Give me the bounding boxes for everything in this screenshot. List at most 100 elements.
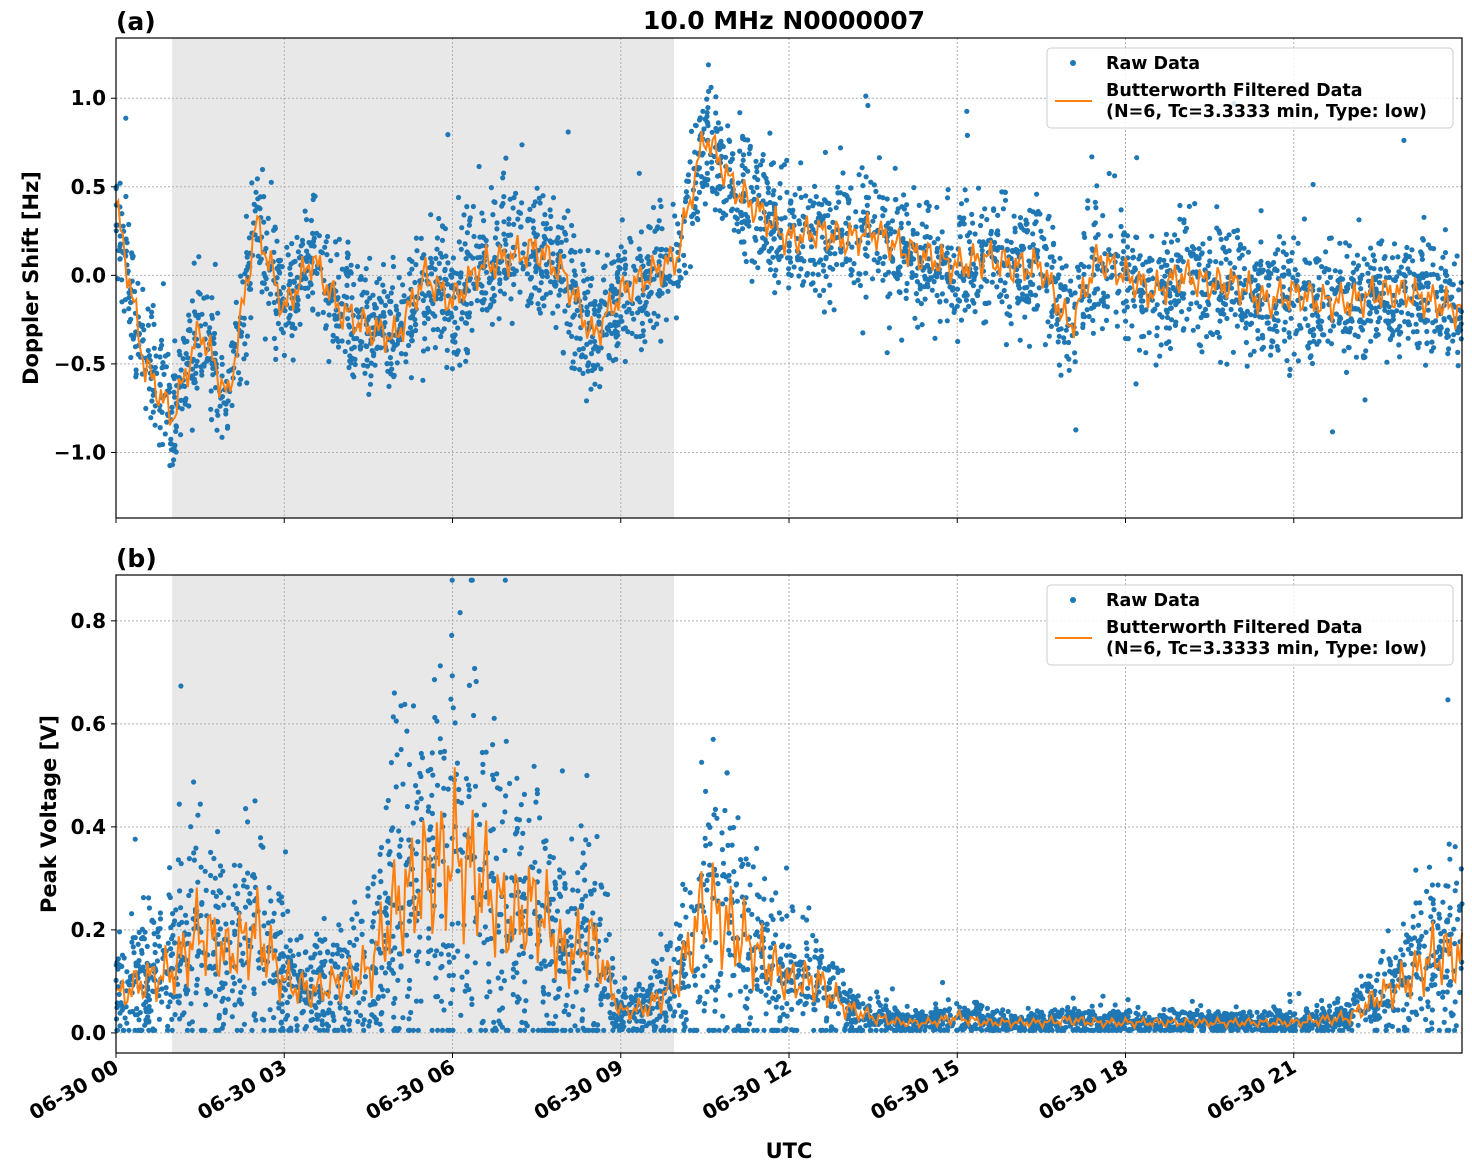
- raw-data-point: [1093, 235, 1099, 241]
- raw-data-point: [541, 303, 547, 309]
- raw-data-point: [1311, 332, 1317, 338]
- raw-data-point: [371, 910, 377, 916]
- raw-data-point: [157, 354, 163, 360]
- y-tick-label: −0.5: [54, 352, 106, 376]
- raw-data-point: [754, 169, 760, 175]
- raw-data-point: [189, 298, 195, 304]
- raw-data-point: [1280, 249, 1286, 255]
- raw-data-point: [840, 981, 847, 987]
- raw-data-point: [715, 184, 721, 190]
- raw-data-point: [116, 929, 123, 935]
- raw-data-point: [527, 206, 533, 212]
- raw-data-point: [549, 239, 555, 245]
- raw-data-point: [1309, 312, 1316, 318]
- raw-data-point: [1237, 242, 1244, 248]
- raw-data-point: [1432, 328, 1438, 334]
- raw-data-point: [221, 400, 227, 406]
- raw-data-point: [427, 293, 433, 299]
- raw-data-point: [548, 279, 554, 285]
- raw-data-point: [1056, 333, 1062, 339]
- raw-data-point: [657, 247, 664, 253]
- raw-data-point: [410, 820, 416, 826]
- raw-data-point: [359, 339, 365, 345]
- raw-data-point: [969, 211, 975, 217]
- raw-data-point: [619, 217, 625, 223]
- raw-data-point: [534, 965, 541, 971]
- raw-data-point: [1015, 283, 1022, 289]
- raw-data-point: [499, 203, 505, 209]
- raw-data-point: [880, 213, 886, 219]
- raw-data-point: [810, 203, 816, 209]
- raw-data-point: [246, 235, 252, 241]
- raw-data-point: [747, 143, 754, 149]
- raw-data-point: [1014, 273, 1020, 279]
- raw-data-point: [918, 301, 925, 307]
- raw-data-point: [194, 385, 200, 391]
- raw-data-point: [849, 244, 855, 250]
- raw-data-point: [637, 333, 643, 340]
- raw-data-point: [1308, 353, 1314, 359]
- raw-data-point: [219, 361, 225, 367]
- raw-data-point: [335, 295, 341, 301]
- raw-data-point: [1311, 338, 1317, 344]
- raw-data-point: [1124, 244, 1131, 250]
- raw-data-point: [554, 237, 560, 244]
- raw-data-point: [779, 1005, 785, 1011]
- raw-data-point: [635, 310, 641, 316]
- raw-data-point: [214, 427, 220, 433]
- raw-data-point: [1046, 213, 1052, 219]
- raw-data-point: [1377, 315, 1383, 321]
- raw-data-point: [254, 176, 260, 182]
- raw-data-point: [1229, 298, 1235, 305]
- raw-data-point: [1011, 213, 1017, 219]
- raw-data-point: [537, 310, 544, 316]
- raw-data-point: [1087, 298, 1093, 304]
- raw-data-point: [709, 185, 715, 191]
- raw-data-point: [1146, 258, 1152, 264]
- raw-data-point: [289, 241, 295, 247]
- raw-data-point: [870, 218, 876, 224]
- raw-data-point: [1030, 209, 1036, 215]
- raw-data-point: [407, 977, 413, 984]
- raw-data-point: [924, 281, 931, 287]
- raw-data-point: [1205, 263, 1211, 269]
- raw-data-point: [1092, 199, 1098, 205]
- raw-data-point: [565, 129, 571, 135]
- raw-data-point: [816, 214, 823, 220]
- raw-data-point: [1118, 207, 1124, 213]
- raw-data-point: [316, 999, 322, 1005]
- raw-data-point: [553, 1013, 559, 1020]
- raw-data-point: [1002, 197, 1009, 203]
- raw-data-point: [1161, 1006, 1167, 1013]
- raw-data-point: [972, 231, 978, 237]
- raw-data-point: [826, 224, 833, 230]
- raw-data-point: [726, 930, 732, 936]
- raw-data-point: [924, 233, 930, 240]
- raw-data-point: [157, 407, 163, 413]
- raw-data-point: [720, 1013, 726, 1019]
- raw-data-point: [215, 310, 221, 316]
- raw-data-point: [1342, 320, 1348, 326]
- raw-data-point: [880, 205, 886, 211]
- raw-data-point: [293, 308, 299, 314]
- raw-data-point: [770, 192, 776, 198]
- raw-data-point: [169, 1027, 175, 1033]
- raw-data-point: [430, 772, 436, 778]
- raw-data-point: [280, 284, 287, 291]
- raw-data-point: [479, 307, 485, 313]
- raw-data-point: [636, 246, 642, 252]
- raw-data-point: [444, 347, 450, 353]
- raw-data-point: [982, 276, 988, 282]
- raw-data-point: [570, 359, 576, 365]
- raw-data-point: [827, 207, 833, 213]
- raw-data-point: [1273, 310, 1280, 316]
- raw-data-point: [598, 345, 604, 351]
- raw-data-point: [398, 837, 404, 843]
- raw-data-point: [675, 283, 681, 289]
- raw-data-point: [1359, 272, 1365, 278]
- raw-data-point: [195, 812, 201, 818]
- raw-data-point: [743, 221, 750, 227]
- raw-data-point: [1024, 293, 1030, 299]
- raw-data-point: [129, 939, 135, 945]
- raw-data-point: [962, 187, 968, 193]
